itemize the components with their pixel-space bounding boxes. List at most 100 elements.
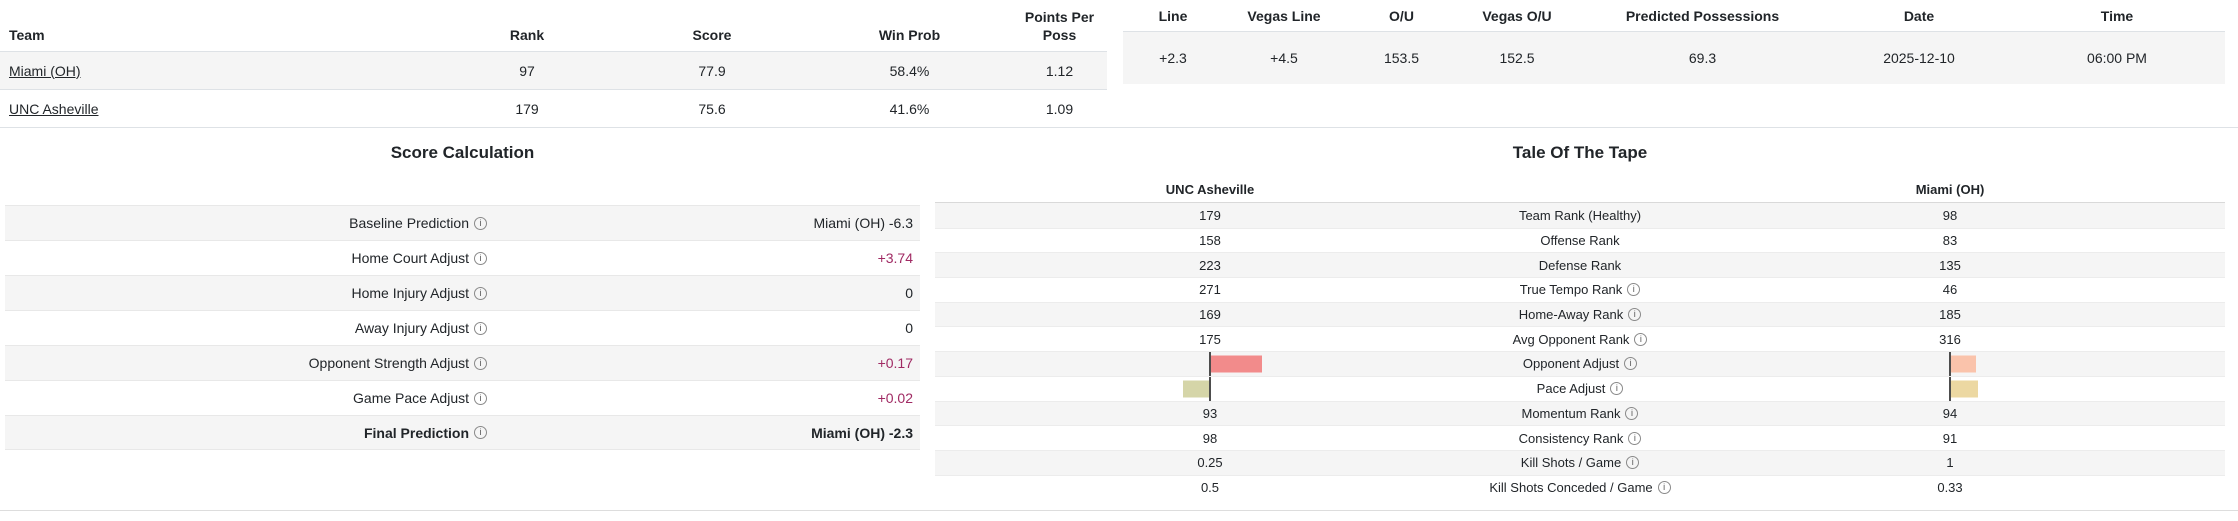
team-row: Miami (OH) 97 77.9 58.4% 1.12 — [0, 52, 1107, 90]
metric-cell: Avg Opponent Rank i — [1485, 332, 1675, 347]
tale-row: 98 Consistency Rank i 91 — [935, 425, 2225, 450]
away-value-cell: 175 — [1199, 331, 1221, 347]
score-calc-value: Miami (OH) -6.3 — [813, 215, 913, 231]
team-link[interactable]: UNC Asheville — [9, 101, 99, 117]
col-header-possessions: Predicted Possessions — [1625, 7, 1780, 24]
score-calculation-panel: Score Calculation Baseline Prediction i Mi… — [5, 142, 920, 450]
top-section-divider — [0, 127, 2238, 128]
metric-label: Momentum Rank — [1521, 405, 1621, 421]
score-calc-row: Home Court Adjust i +3.74 — [5, 240, 920, 275]
bar-axis — [1949, 352, 1951, 376]
away-value-cell: 271 — [1199, 282, 1221, 298]
away-value-cell: 169 — [1199, 307, 1221, 323]
adjust-bar — [1951, 355, 1976, 373]
info-icon[interactable]: i — [1627, 283, 1641, 297]
teams-table: Team Rank Score Win Prob Points Per Poss… — [0, 0, 1107, 128]
metric-label: True Tempo Rank — [1519, 282, 1623, 298]
adjust-bar — [1951, 380, 1978, 398]
bottom-section-divider — [0, 510, 2238, 511]
score-calc-value: +0.02 — [877, 390, 913, 406]
teams-table-body: Miami (OH) 97 77.9 58.4% 1.12 UNC Asheville 17… — [0, 52, 1107, 128]
score-calc-label-text: Opponent Strength Adjust — [308, 355, 469, 371]
home-value-cell: 316 — [1939, 331, 1961, 347]
score-calc-row: Home Injury Adjust i 0 — [5, 275, 920, 310]
info-icon[interactable]: i — [474, 216, 487, 230]
col-header-line: Line — [1158, 7, 1188, 24]
score-calc-label-text: Home Court Adjust — [351, 250, 470, 266]
metric-cell: Kill Shots / Game i — [1485, 455, 1675, 470]
score-calc-label: Final Prediction i — [5, 425, 487, 441]
away-value-cell: 98 — [1202, 430, 1218, 446]
bar-axis — [1209, 352, 1211, 376]
vegas-ou-cell: 152.5 — [1499, 50, 1535, 66]
col-header-rank: Rank — [509, 26, 545, 43]
score-calc-label: Away Injury Adjust i — [5, 320, 487, 336]
score-calc-value: Miami (OH) -2.3 — [811, 424, 913, 441]
score-calc-label: Home Court Adjust i — [5, 250, 487, 266]
info-icon[interactable]: i — [474, 251, 487, 265]
info-icon[interactable]: i — [1624, 357, 1638, 371]
team-row: UNC Asheville 179 75.6 41.6% 1.09 — [0, 90, 1107, 128]
adjust-bar-chart — [935, 376, 1485, 401]
info-icon[interactable]: i — [1657, 480, 1671, 494]
score-calc-label-text: Game Pace Adjust — [353, 390, 469, 406]
score-cell: 75.6 — [698, 101, 726, 117]
tale-row: Opponent Adjust i — [935, 351, 2225, 376]
teams-table-header: Team Rank Score Win Prob Points Per Poss — [0, 0, 1107, 52]
home-value-cell: 0.33 — [1937, 479, 1963, 495]
away-value-cell: 223 — [1199, 257, 1221, 273]
info-icon[interactable]: i — [1610, 382, 1624, 396]
score-calc-row: Game Pace Adjust i +0.02 — [5, 380, 920, 415]
col-header-vegas-ou: Vegas O/U — [1482, 7, 1552, 24]
info-icon[interactable]: i — [1625, 406, 1639, 420]
score-calc-label-text: Baseline Prediction — [349, 215, 469, 231]
score-calc-value: +3.74 — [877, 250, 913, 266]
adjust-bar-chart — [935, 352, 1485, 376]
score-cell: 77.9 — [698, 62, 726, 79]
date-cell: 2025-12-10 — [1883, 50, 1955, 66]
metric-label: Opponent Adjust — [1522, 356, 1620, 372]
score-calc-label: Baseline Prediction i — [5, 215, 487, 231]
info-icon[interactable]: i — [474, 391, 487, 405]
tale-row: 179 Team Rank (Healthy) 98 — [935, 203, 2225, 228]
adjust-bar-chart — [1675, 376, 2225, 401]
metric-label: Team Rank (Healthy) — [1518, 207, 1642, 223]
metric-label: Kill Shots Conceded / Game — [1489, 479, 1653, 495]
info-icon[interactable]: i — [1626, 456, 1640, 470]
metric-cell: Team Rank (Healthy) — [1485, 208, 1675, 223]
away-value-cell: 158 — [1199, 233, 1221, 249]
metric-cell: Opponent Adjust i — [1485, 356, 1675, 371]
home-value-cell: 46 — [1942, 282, 1958, 298]
info-icon[interactable]: i — [1628, 431, 1642, 445]
game-info-header: Line Vegas Line O/U Vegas O/U Predicted … — [1123, 0, 2225, 32]
score-calc-row: Away Injury Adjust i 0 — [5, 310, 920, 345]
info-icon[interactable]: i — [474, 321, 487, 335]
away-team-header: UNC Asheville — [1165, 182, 1255, 197]
score-calc-label: Game Pace Adjust i — [5, 390, 487, 406]
home-value-cell: 91 — [1942, 430, 1958, 446]
col-header-date: Date — [1903, 7, 1935, 24]
info-icon[interactable]: i — [1628, 308, 1642, 322]
score-calc-label-text: Away Injury Adjust — [354, 320, 469, 336]
bar-axis — [1949, 376, 1951, 401]
info-icon[interactable]: i — [474, 286, 487, 300]
tale-row: 93 Momentum Rank i 94 — [935, 400, 2225, 426]
info-icon[interactable]: i — [474, 426, 487, 439]
score-calc-value: +0.17 — [877, 355, 913, 371]
tale-row: 223 Defense Rank 135 — [935, 252, 2225, 278]
info-icon[interactable]: i — [1634, 332, 1648, 346]
metric-cell: Home-Away Rank i — [1485, 307, 1675, 322]
col-header-ou: O/U — [1389, 7, 1414, 24]
score-calc-label-text: Final Prediction — [363, 424, 469, 441]
win-prob-cell: 58.4% — [889, 62, 930, 79]
home-value-cell: 135 — [1939, 257, 1961, 273]
score-calc-value: 0 — [905, 320, 913, 336]
adjust-bar — [1211, 355, 1262, 373]
bar-axis — [1209, 376, 1211, 401]
team-link[interactable]: Miami (OH) — [9, 62, 81, 79]
line-cell: +2.3 — [1159, 50, 1187, 66]
info-icon[interactable]: i — [474, 356, 487, 370]
rank-cell: 179 — [515, 101, 539, 117]
tale-row: 175 Avg Opponent Rank i 316 — [935, 326, 2225, 351]
away-value-cell: 179 — [1199, 207, 1221, 223]
